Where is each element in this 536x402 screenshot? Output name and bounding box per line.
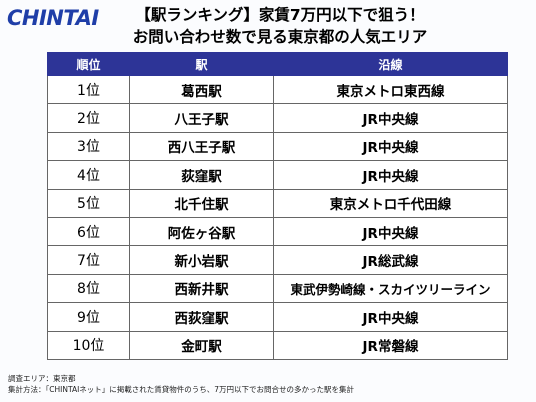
rank-cell: 1位 [47,74,130,105]
page-title-line2: お問い合わせ数で見る東京都の人気エリア [132,28,428,46]
table-row: 5位 北千住駅 東京メトロ千代田線 [47,188,508,218]
line-cell: JR中央線 [273,103,508,133]
line-cell: JR中央線 [273,160,508,190]
rank-cell: 6位 [47,216,130,247]
table-row: 1位 葛西駅 東京メトロ東西線 [47,74,508,105]
table-row: 2位 八王子駅 JR中央線 [47,103,508,133]
rank-cell: 4位 [47,160,130,190]
note-area: 調査エリア：東京都 [8,374,76,383]
rank-cell: 10位 [47,330,130,360]
page-title-line1: 【駅ランキング】家賃7万円以下で狙う！ [135,6,425,24]
table-row: 7位 新小岩駅 JR総武線 [47,245,508,275]
table-row: 8位 西新井駅 東武伊勢崎線・スカイツリーライン [47,273,508,304]
chintai-logo: CHINTAI [7,6,99,30]
station-cell: 北千住駅 [129,188,274,218]
line-cell: 東京メトロ千代田線 [273,188,508,218]
rank-cell: 3位 [47,131,130,162]
line-cell: JR中央線 [273,131,508,162]
table-row: 9位 西荻窪駅 JR中央線 [47,302,508,332]
station-cell: 金町駅 [129,330,274,360]
table-row: 4位 荻窪駅 JR中央線 [47,160,508,190]
rank-cell: 7位 [47,245,130,275]
table-row: 10位 金町駅 JR常磐線 [47,330,508,360]
line-cell: JR中央線 [273,216,508,247]
header-rank: 順位 [47,52,130,76]
station-cell: 阿佐ヶ谷駅 [129,216,274,247]
rank-cell: 2位 [47,103,130,133]
line-cell: JR総武線 [273,245,508,275]
station-cell: 西荻窪駅 [129,302,274,332]
station-cell: 葛西駅 [129,74,274,105]
station-cell: 新小岩駅 [129,245,274,275]
rank-cell: 5位 [47,188,130,218]
station-cell: 西八王子駅 [129,131,274,162]
note-method: 集計方法：「CHINTAIネット」に掲載された賃貸物件のうち、7万円以下でお問合… [8,385,355,394]
line-cell: JR常磐線 [273,330,508,360]
station-cell: 八王子駅 [129,103,274,133]
line-cell: JR中央線 [273,302,508,332]
table-row: 6位 阿佐ヶ谷駅 JR中央線 [47,216,508,247]
line-cell: 東武伊勢崎線・スカイツリーライン [273,273,508,304]
table-header-row: 順位 駅 沿線 [47,52,508,76]
footnotes: 調査エリア：東京都 集計方法：「CHINTAIネット」に掲載された賃貸物件のうち… [8,373,354,395]
header-line: 沿線 [273,52,508,76]
table-row: 3位 西八王子駅 JR中央線 [47,131,508,162]
station-cell: 西新井駅 [129,273,274,304]
header-station: 駅 [129,52,274,76]
line-cell: 東京メトロ東西線 [273,74,508,105]
rank-cell: 9位 [47,302,130,332]
rank-cell: 8位 [47,273,130,304]
station-cell: 荻窪駅 [129,160,274,190]
ranking-table: 順位 駅 沿線 1位 葛西駅 東京メトロ東西線 2位 八王子駅 JR中央線 3位… [47,52,508,360]
